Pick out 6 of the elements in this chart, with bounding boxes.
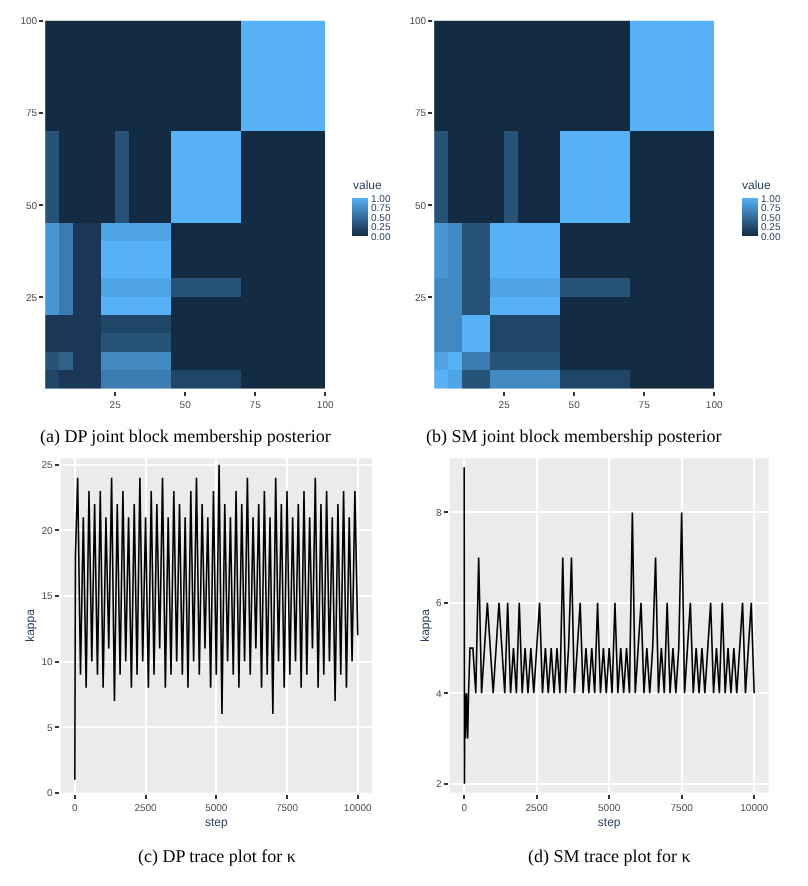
text: (b) SM joint block membership posterior <box>426 426 722 446</box>
line-series <box>74 463 359 781</box>
line-series <box>463 466 755 785</box>
text: (a) DP joint block membership posterior <box>40 426 331 446</box>
text: (c) DP trace plot for κ <box>138 846 297 866</box>
text: (d) SM trace plot for κ <box>528 846 692 866</box>
